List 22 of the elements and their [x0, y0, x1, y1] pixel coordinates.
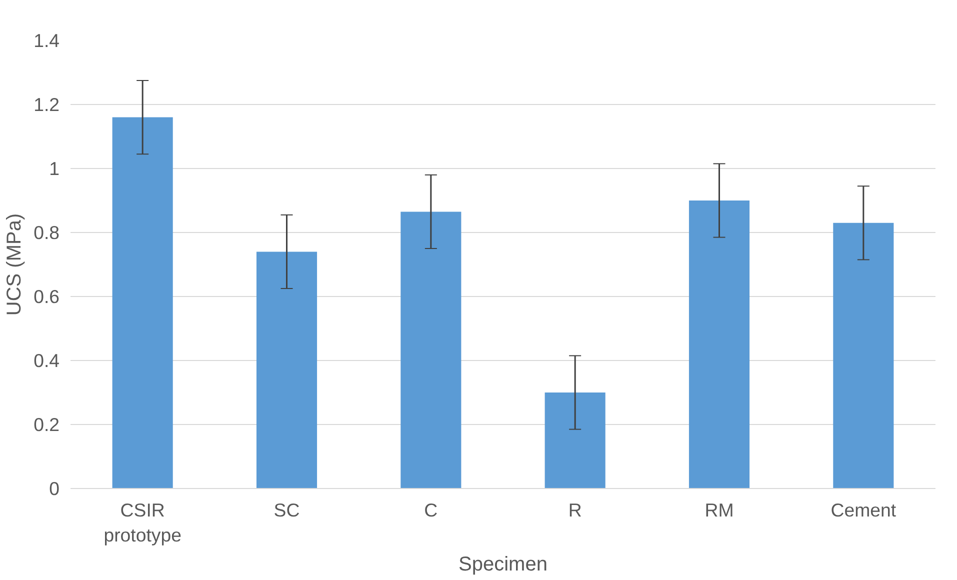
bar: [256, 252, 318, 488]
bar: [400, 212, 462, 488]
y-tick-label: 1.2: [34, 94, 60, 115]
bar: [688, 200, 750, 488]
x-tick-label: R: [568, 500, 582, 520]
x-tick-label: C: [424, 500, 438, 520]
x-tick-label: RM: [704, 500, 734, 520]
y-tick-label: 0.2: [34, 414, 60, 435]
bar: [112, 117, 173, 488]
y-tick-label: 1: [49, 158, 60, 179]
x-tick-label: SC: [274, 500, 300, 520]
y-tick-label: 0: [49, 478, 60, 499]
y-tick-label: 0.4: [34, 350, 60, 371]
x-tick-label: CSIR prototype: [104, 500, 182, 546]
y-tick-label: 1.4: [34, 30, 60, 51]
x-tick-label: Cement: [830, 500, 897, 520]
x-axis-title: Specimen: [458, 554, 548, 576]
bar: [833, 222, 894, 488]
y-tick-label: 0.6: [34, 286, 60, 307]
y-tick-label: 0.8: [34, 222, 60, 243]
y-axis-title: UCS (MPa): [4, 213, 26, 316]
bar: [544, 392, 606, 488]
